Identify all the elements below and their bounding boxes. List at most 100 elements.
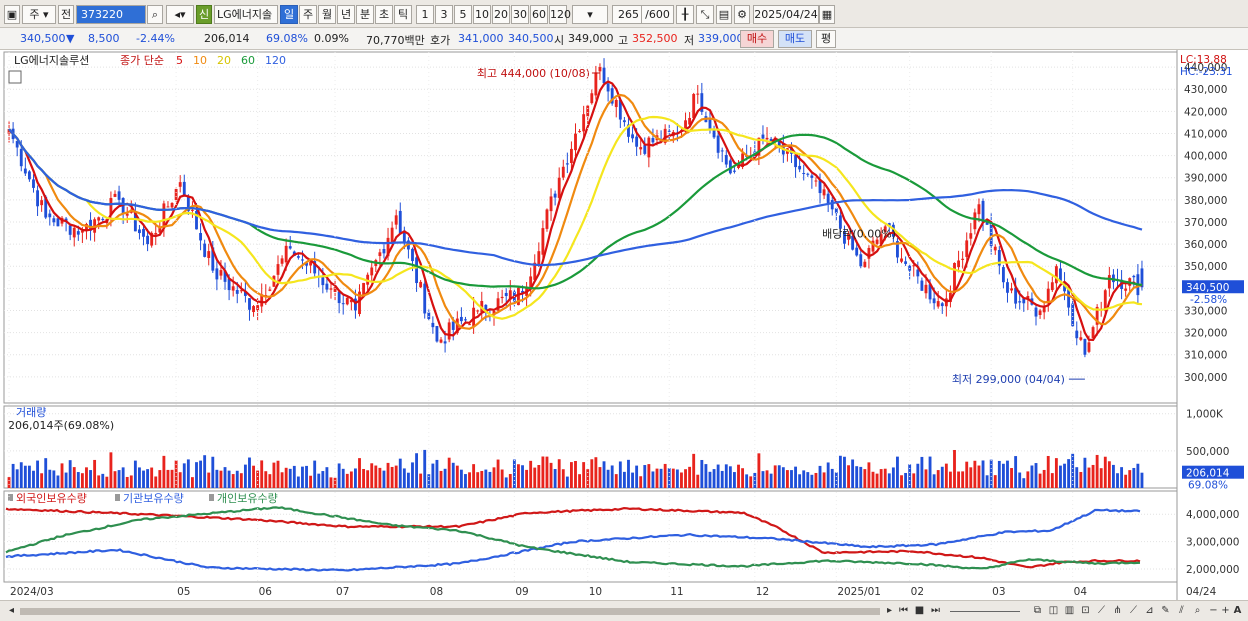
fib-icon[interactable]: ⫽: [1179, 605, 1184, 616]
date-input[interactable]: 2025/04/24: [753, 5, 819, 24]
interval-tab-3[interactable]: 10: [473, 5, 491, 24]
interval-tab-6[interactable]: 60: [530, 5, 548, 24]
search-icon[interactable]: ⌕: [147, 5, 163, 24]
interval-tab-7[interactable]: 120: [549, 5, 571, 24]
scroll-thumb[interactable]: [20, 608, 880, 615]
zoom-in-icon[interactable]: +: [1221, 605, 1230, 616]
candle-body: [288, 246, 292, 249]
eval-button[interactable]: 평: [816, 30, 836, 48]
zoom-slider[interactable]: [950, 611, 1020, 612]
volume-bar: [186, 459, 190, 488]
interval-tab-2[interactable]: 5: [454, 5, 472, 24]
candle-body: [455, 318, 459, 334]
volume-bar: [627, 459, 630, 488]
x-axis-label: 03: [992, 586, 1005, 598]
stop-icon[interactable]: ■: [914, 605, 925, 616]
candle-body: [896, 241, 899, 258]
layout-icon[interactable]: ▣: [4, 5, 20, 24]
interval-tab-4[interactable]: 20: [492, 5, 510, 24]
candle-body: [358, 291, 361, 315]
candle-body: [826, 193, 830, 205]
candle-body: [777, 140, 781, 147]
candle-body: [716, 135, 720, 153]
candle-body: [15, 141, 19, 148]
volume-bar: [794, 466, 797, 488]
candle-body: [508, 290, 512, 300]
next-page-icon[interactable]: ⏭: [931, 605, 940, 616]
gear-icon[interactable]: ⚙: [734, 5, 750, 24]
font-size-icon[interactable]: A: [1233, 605, 1242, 616]
bar-icon[interactable]: ▥: [1064, 605, 1075, 616]
volume-bar: [27, 465, 31, 488]
period-tab-5[interactable]: 초: [375, 5, 393, 24]
volume-bar: [1059, 465, 1062, 488]
interval-tab-0[interactable]: 1: [416, 5, 434, 24]
scroll-track[interactable]: [20, 608, 880, 615]
period-tab-4[interactable]: 분: [356, 5, 374, 24]
volume-bar: [109, 452, 113, 488]
trend-icon[interactable]: ⟋: [1130, 605, 1137, 616]
ruler-icon[interactable]: ⊿: [1145, 605, 1154, 616]
candle-body: [370, 267, 374, 276]
period-tab-1[interactable]: 주: [299, 5, 317, 24]
scroll-left-icon[interactable]: ◂: [8, 605, 15, 616]
line-tool-icon[interactable]: ⟋: [1098, 605, 1105, 616]
fork-icon[interactable]: ⋔: [1113, 605, 1122, 616]
volume-bar: [142, 470, 145, 488]
candle-body: [117, 191, 121, 200]
zoom-out-icon[interactable]: −: [1209, 605, 1218, 616]
period-tab-3[interactable]: 년: [337, 5, 355, 24]
candle-body: [423, 283, 427, 314]
candle-body: [459, 316, 463, 322]
stock-name[interactable]: LG에너지솔: [214, 5, 278, 24]
candle-body: [920, 280, 924, 291]
copy-icon[interactable]: ⧉: [1033, 605, 1042, 616]
candle-body: [125, 213, 129, 216]
candle-body: [248, 298, 251, 310]
sin-badge[interactable]: 신: [196, 5, 212, 24]
volume-bar: [36, 460, 39, 488]
count-input[interactable]: 265: [612, 5, 642, 24]
x-axis-label: 10: [589, 586, 602, 598]
volume-bar: [362, 468, 366, 488]
first-page-icon[interactable]: ⏮: [899, 605, 908, 616]
ma-20-line: [8, 115, 1143, 320]
draw-icon[interactable]: ⤡: [696, 5, 714, 24]
scroll-right-icon[interactable]: ▸: [886, 605, 893, 616]
zoom-search-icon[interactable]: ⌕: [1194, 605, 1201, 616]
volume-bar: [7, 477, 11, 488]
candle-body: [696, 93, 700, 95]
interval-dropdown[interactable]: ▾: [572, 5, 608, 24]
candle-icon[interactable]: ╂: [676, 5, 694, 24]
candle-body: [496, 298, 500, 311]
mode-select[interactable]: 주 ▾: [22, 5, 56, 24]
bottom-scrollbar[interactable]: ◂ ▸ ⏮ ■ ⏭ ⧉ ◫ ▥ ⊡ ⟋ ⋔ ⟋ ⊿ ✎ ⫽ ⌕ − + A: [0, 600, 1248, 621]
candle-body: [708, 119, 712, 130]
buy-button[interactable]: 매수: [740, 30, 774, 48]
eraser-icon[interactable]: ✎: [1161, 605, 1170, 616]
period-tab-2[interactable]: 월: [318, 5, 336, 24]
stock-chart[interactable]: 300,000310,000320,000330,000340,000350,0…: [0, 50, 1248, 600]
candle-body: [52, 218, 56, 223]
candle-body: [806, 173, 810, 175]
period-tab-0[interactable]: 일: [280, 5, 298, 24]
speaker-icon[interactable]: ◂▾: [166, 5, 194, 24]
candle-body: [476, 310, 480, 312]
high-label: 고: [618, 34, 629, 47]
prev-button[interactable]: 전: [58, 5, 74, 24]
candle-body: [553, 193, 557, 198]
code-input[interactable]: 373220: [76, 5, 146, 24]
volume-bar: [146, 469, 150, 488]
sell-button[interactable]: 매도: [778, 30, 812, 48]
chart-type-icon[interactable]: ◫: [1048, 605, 1059, 616]
interval-tab-1[interactable]: 3: [435, 5, 453, 24]
volume-bar: [565, 476, 569, 488]
candle-body: [948, 292, 952, 303]
interval-tab-5[interactable]: 30: [511, 5, 529, 24]
candle-body: [362, 282, 366, 296]
shape-icon[interactable]: ⊡: [1081, 605, 1090, 616]
calendar-icon[interactable]: ▦: [819, 5, 835, 24]
period-tab-6[interactable]: 틱: [394, 5, 412, 24]
volume-bar: [337, 463, 341, 488]
save-icon[interactable]: ▤: [716, 5, 732, 24]
